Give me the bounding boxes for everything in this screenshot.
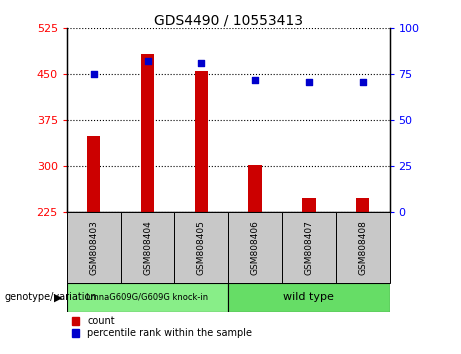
- Point: [251, 77, 259, 83]
- Legend: count, percentile rank within the sample: count, percentile rank within the sample: [72, 316, 252, 338]
- Bar: [248, 165, 262, 212]
- Text: wild type: wild type: [284, 292, 334, 302]
- Point: [198, 61, 205, 66]
- Point: [144, 59, 151, 64]
- Bar: [356, 198, 369, 212]
- Text: GSM808404: GSM808404: [143, 221, 152, 275]
- Bar: [141, 54, 154, 212]
- Bar: [302, 198, 316, 212]
- Point: [305, 79, 313, 85]
- Point: [90, 72, 97, 77]
- Text: genotype/variation: genotype/variation: [5, 292, 97, 302]
- Title: GDS4490 / 10553413: GDS4490 / 10553413: [154, 13, 303, 27]
- Bar: [174, 212, 228, 283]
- Bar: [67, 212, 121, 283]
- Text: GSM808408: GSM808408: [358, 220, 367, 275]
- Point: [359, 79, 366, 85]
- Text: GSM808406: GSM808406: [251, 220, 260, 275]
- Text: GSM808407: GSM808407: [304, 220, 313, 275]
- Bar: [87, 136, 100, 212]
- Text: LmnaG609G/G609G knock-in: LmnaG609G/G609G knock-in: [87, 293, 208, 302]
- Bar: [121, 212, 174, 283]
- Text: ▶: ▶: [54, 292, 63, 302]
- Bar: [228, 212, 282, 283]
- Bar: [336, 212, 390, 283]
- Text: GSM808405: GSM808405: [197, 220, 206, 275]
- Bar: [228, 283, 390, 312]
- Bar: [195, 71, 208, 212]
- Text: GSM808403: GSM808403: [89, 220, 98, 275]
- Bar: [282, 212, 336, 283]
- Bar: [67, 283, 228, 312]
